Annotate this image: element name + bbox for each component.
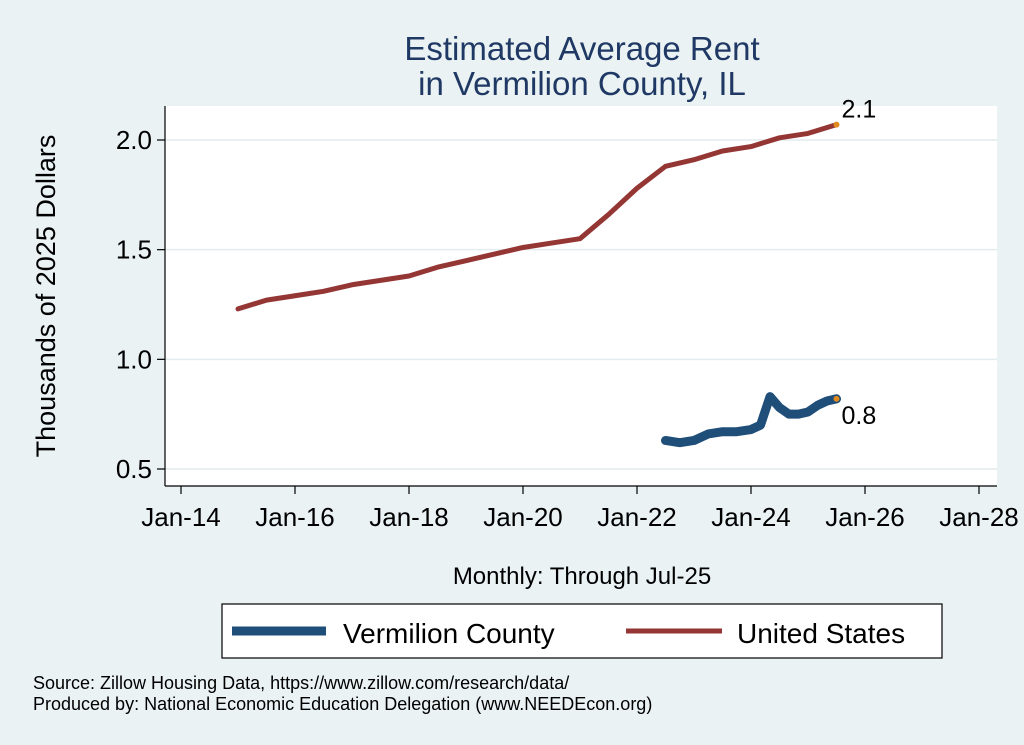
end-marker bbox=[833, 121, 840, 128]
series-line-0 bbox=[661, 392, 841, 448]
series-line-1 bbox=[235, 122, 839, 312]
x-tick-label: Jan-24 bbox=[711, 502, 791, 532]
end-value-label: 0.8 bbox=[842, 402, 877, 430]
legend: Vermilion County United States bbox=[221, 603, 943, 659]
x-tick-label: Jan-22 bbox=[597, 502, 677, 532]
x-tick-label: Jan-18 bbox=[369, 502, 449, 532]
legend-label-vermilion: Vermilion County bbox=[343, 618, 555, 649]
x-tick-label: Jan-16 bbox=[255, 502, 335, 532]
end-marker bbox=[833, 395, 840, 402]
y-tick-label: 1.0 bbox=[116, 344, 152, 374]
x-tick-label: Jan-28 bbox=[939, 502, 1019, 532]
legend-box bbox=[221, 603, 943, 659]
y-tick-label: 2.0 bbox=[116, 125, 152, 155]
x-tick-label: Jan-14 bbox=[141, 502, 221, 532]
chart-subtitle: in Vermilion County, IL bbox=[418, 65, 746, 102]
gridlines bbox=[165, 139, 997, 470]
x-tick-label: Jan-20 bbox=[483, 502, 563, 532]
x-axis-title: Monthly: Through Jul-25 bbox=[453, 563, 711, 590]
y-tick-label: 0.5 bbox=[116, 454, 152, 484]
legend-label-us: United States bbox=[737, 618, 905, 649]
x-tick-label: Jan-26 bbox=[825, 502, 905, 532]
tick-labels: 0.5 1.0 1.5 2.0 Jan-14 Jan-16 Jan-18 Jan-20 Jan-… bbox=[116, 125, 1019, 532]
footer-produced: Produced by: National Economic Education… bbox=[33, 694, 652, 714]
y-axis-title: Thousands of 2025 Dollars bbox=[31, 135, 61, 458]
end-value-label: 2.1 bbox=[842, 96, 877, 124]
footer-source: Source: Zillow Housing Data, https://www… bbox=[33, 673, 569, 693]
series-layer: 0.8 2.1 bbox=[235, 96, 877, 448]
y-tick-label: 1.5 bbox=[116, 235, 152, 265]
chart-title: Estimated Average Rent bbox=[404, 30, 759, 67]
axes bbox=[157, 106, 997, 494]
